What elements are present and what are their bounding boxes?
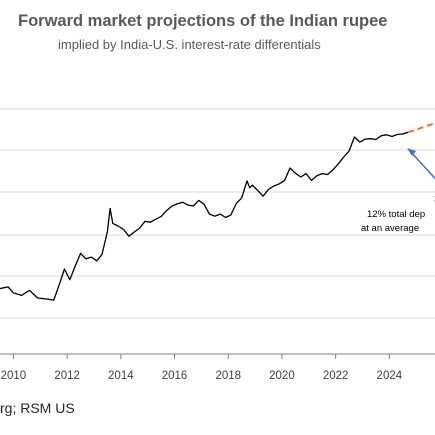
annotation-line-2: 12% total dep (367, 209, 425, 220)
x-tick-label: 2022 (323, 370, 349, 382)
annotation-arrow (409, 150, 435, 180)
gridlines (0, 108, 435, 319)
series-projection-line (407, 122, 435, 134)
x-axis-ticks (12, 354, 390, 359)
series-group (0, 122, 435, 301)
annotation-line-3: at an average (361, 223, 419, 234)
x-tick-label: 2014 (108, 370, 134, 382)
x-tick-label: 2012 (54, 370, 80, 382)
chart-subtitle: implied by India-U.S. interest-rate diff… (58, 37, 321, 52)
annotation-arrowhead (407, 148, 416, 156)
x-tick-label: 2010 (1, 370, 27, 382)
x-axis-labels: 2010 2012 2014 2016 2018 2020 2022 2024 (1, 370, 403, 382)
series-history-line (0, 131, 409, 301)
chart-title: Forward market projections of the Indian… (18, 12, 388, 30)
source-note: rg; RSM US (0, 400, 75, 416)
x-tick-label: 2018 (215, 370, 241, 382)
x-tick-label: 2020 (269, 370, 295, 382)
x-tick-label: 2024 (377, 370, 403, 382)
x-tick-label: 2016 (162, 370, 188, 382)
annotation-group: 3 12% total dep at an average (361, 148, 435, 234)
